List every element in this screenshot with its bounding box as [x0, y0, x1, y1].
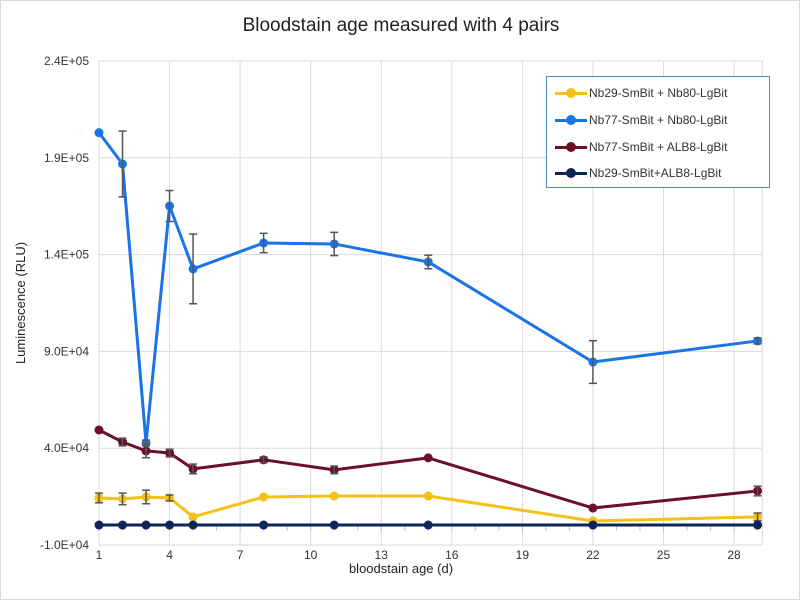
- x-tick-label: 25: [657, 548, 671, 562]
- series-line-0: [98, 494, 758, 523]
- y-tick-label: 9.0E+04: [44, 344, 89, 358]
- y-tick-label: 2.4E+05: [44, 54, 89, 68]
- data-point: [165, 520, 175, 530]
- legend-item: Nb77-SmBit + ALB8-LgBit: [555, 137, 727, 157]
- x-tick-label: 28: [727, 548, 741, 562]
- chart-title: Bloodstain age measured with 4 pairs: [242, 15, 560, 36]
- data-point: [423, 520, 433, 530]
- y-tick-label: 1.4E+05: [44, 248, 89, 262]
- y-axis-title: Luminescence (RLU): [13, 242, 28, 364]
- legend-item: Nb77-SmBit + Nb80-LgBit: [555, 110, 727, 130]
- series-line-2: [98, 428, 758, 510]
- x-tick-label: 4: [166, 548, 173, 562]
- data-point: [423, 453, 433, 463]
- legend-label: Nb77-SmBit + Nb80-LgBit: [589, 113, 728, 127]
- data-point: [188, 520, 198, 530]
- x-tick-label: 22: [586, 548, 600, 562]
- legend-label: Nb77-SmBit + ALB8-LgBit: [589, 140, 728, 154]
- y-tick-label: 4.0E+04: [44, 441, 89, 455]
- data-point: [141, 520, 151, 530]
- data-point: [329, 520, 339, 530]
- x-tick-label: 16: [445, 548, 459, 562]
- data-point: [753, 520, 763, 530]
- x-tick-label: 7: [237, 548, 244, 562]
- x-axis-title: bloodstain age (d): [349, 561, 453, 576]
- y-tick-label: 1.9E+05: [44, 151, 89, 165]
- data-point: [329, 491, 339, 501]
- legend-item: Nb29-SmBit+ALB8-LgBit: [555, 163, 721, 183]
- legend-swatch: [555, 115, 587, 125]
- data-point: [259, 520, 269, 530]
- series-line-1: [97, 131, 758, 445]
- x-tick-label: 1: [96, 548, 103, 562]
- data-point: [259, 492, 269, 502]
- x-tick-label: 13: [375, 548, 389, 562]
- data-point: [94, 128, 104, 138]
- legend-swatch: [555, 142, 587, 152]
- legend-swatch: [555, 168, 587, 178]
- data-point: [94, 425, 104, 435]
- data-point: [118, 520, 128, 530]
- legend-swatch: [555, 88, 587, 98]
- data-point: [94, 520, 104, 530]
- x-tick-label: 19: [516, 548, 530, 562]
- data-point: [588, 503, 598, 513]
- legend-label: Nb29-SmBit+ALB8-LgBit: [589, 166, 722, 180]
- legend-label: Nb29-SmBit + Nb80-LgBit: [589, 86, 728, 100]
- x-tick-label: 10: [304, 548, 318, 562]
- legend: Nb29-SmBit + Nb80-LgBit Nb77-SmBit + Nb8…: [546, 76, 770, 188]
- data-point: [188, 512, 198, 522]
- y-tick-label: -1.0E+04: [40, 538, 89, 552]
- legend-item: Nb29-SmBit + Nb80-LgBit: [555, 83, 727, 103]
- data-point: [423, 491, 433, 501]
- data-point: [588, 520, 598, 530]
